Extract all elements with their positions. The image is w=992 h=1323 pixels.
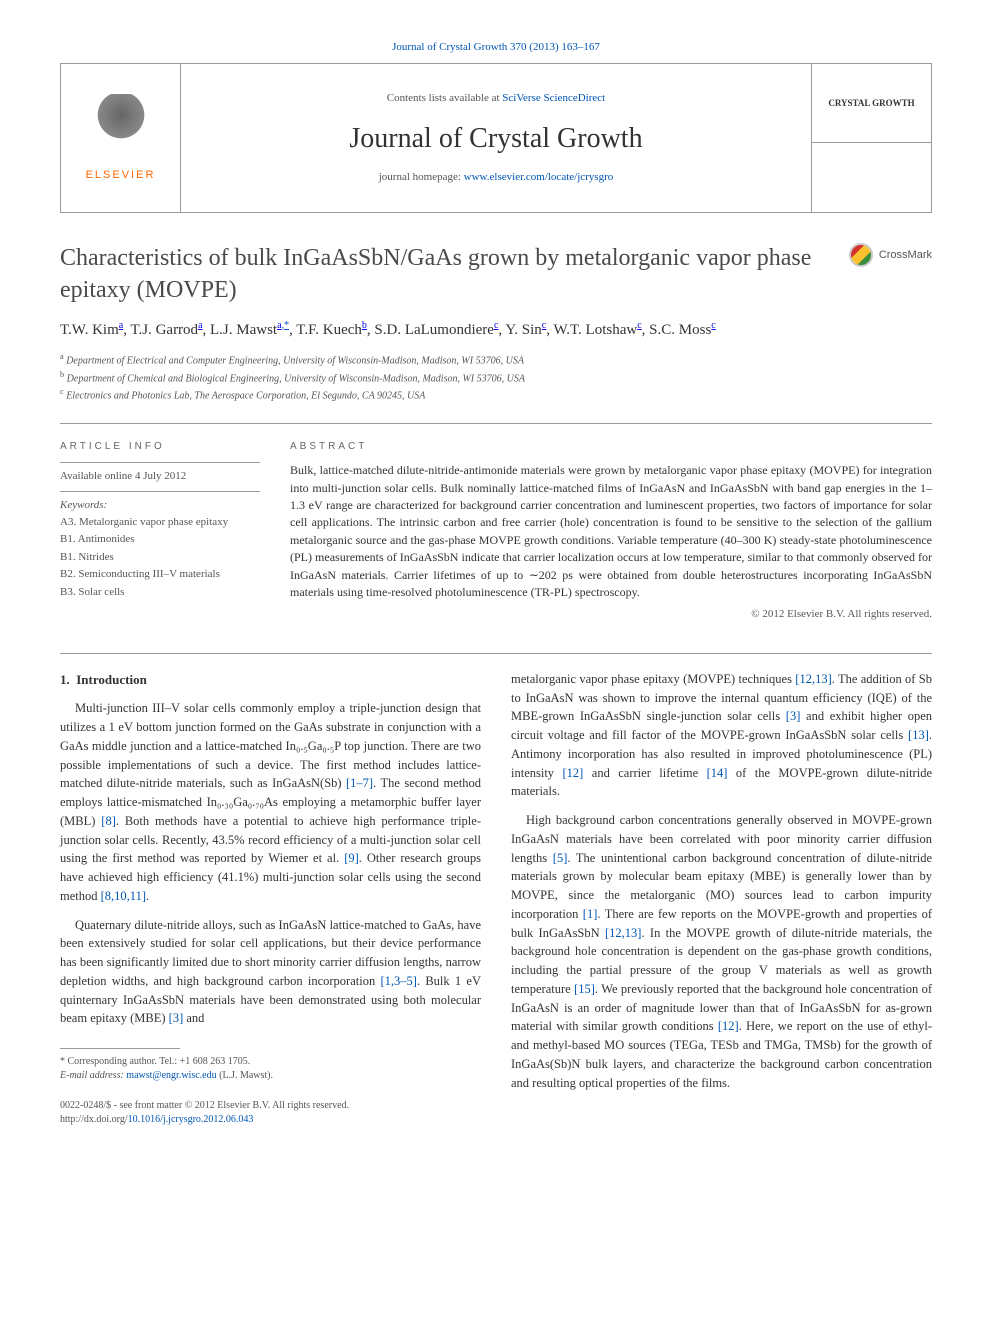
header-center: Contents lists available at SciVerse Sci… xyxy=(181,64,811,212)
affiliations: a Department of Electrical and Computer … xyxy=(60,351,932,403)
info-divider xyxy=(60,462,260,463)
author: W.T. Lotshawc xyxy=(553,322,641,338)
author: T.J. Garroda xyxy=(130,322,202,338)
elsevier-label: ELSEVIER xyxy=(86,168,156,183)
publisher-logo-box: ELSEVIER xyxy=(61,64,181,212)
paragraph: High background carbon concentrations ge… xyxy=(511,811,932,1092)
citation-link[interactable]: [12] xyxy=(563,766,584,780)
citation-link[interactable]: [15] xyxy=(574,982,595,996)
abstract-copyright: © 2012 Elsevier B.V. All rights reserved… xyxy=(290,607,932,622)
sciencedirect-link[interactable]: SciVerse ScienceDirect xyxy=(502,92,605,104)
citation-link[interactable]: [8] xyxy=(101,814,116,828)
email-footnote: E-mail address: mawst@engr.wisc.edu (L.J… xyxy=(60,1069,481,1083)
crossmark-label: CrossMark xyxy=(879,248,932,263)
keyword: B1. Antimonides xyxy=(60,532,260,547)
affiliation: a Department of Electrical and Computer … xyxy=(60,351,932,368)
front-matter: 0022-0248/$ - see front matter © 2012 El… xyxy=(60,1099,481,1113)
author: S.D. LaLumondierec xyxy=(374,322,498,338)
keyword: A3. Metalorganic vapor phase epitaxy xyxy=(60,515,260,530)
abstract: ABSTRACT Bulk, lattice-matched dilute-ni… xyxy=(290,440,932,623)
crossmark-badge[interactable]: CrossMark xyxy=(849,243,932,267)
cover-thumbnail: CRYSTAL GROWTH xyxy=(811,64,931,212)
body-text: 1. Introduction Multi-junction III–V sol… xyxy=(60,670,932,1127)
crossmark-icon xyxy=(849,243,873,267)
cover-image-placeholder xyxy=(812,143,931,213)
citation-link[interactable]: [3] xyxy=(786,709,801,723)
keywords-label: Keywords: xyxy=(60,498,260,513)
author: Y. Sinc xyxy=(505,322,546,338)
author: T.W. Kima xyxy=(60,322,123,338)
citation-link[interactable]: [9] xyxy=(344,851,359,865)
homepage-line: journal homepage: www.elsevier.com/locat… xyxy=(379,170,614,185)
email-link[interactable]: mawst@engr.wisc.edu xyxy=(126,1070,216,1081)
citation-link[interactable]: [5] xyxy=(553,851,568,865)
author-list: T.W. Kima, T.J. Garroda, L.J. Mawsta,*, … xyxy=(60,318,932,342)
top-citation: Journal of Crystal Growth 370 (2013) 163… xyxy=(60,40,932,55)
citation-link[interactable]: [12,13] xyxy=(795,672,831,686)
abstract-text: Bulk, lattice-matched dilute-nitride-ant… xyxy=(290,462,932,601)
citation-link[interactable]: [14] xyxy=(707,766,728,780)
author: T.F. Kuechb xyxy=(296,322,367,338)
paragraph: Quaternary dilute-nitride alloys, such a… xyxy=(60,916,481,1029)
citation-link[interactable]: [13] xyxy=(908,728,929,742)
citation-link[interactable]: [12] xyxy=(718,1019,739,1033)
article-title: Characteristics of bulk InGaAsSbN/GaAs g… xyxy=(60,243,829,305)
keyword: B2. Semiconducting III–V materials xyxy=(60,567,260,582)
affiliation: b Department of Chemical and Biological … xyxy=(60,369,932,386)
citation-link[interactable]: [1,3–5] xyxy=(380,974,416,988)
author: L.J. Mawsta,* xyxy=(210,322,289,338)
left-column: 1. Introduction Multi-junction III–V sol… xyxy=(60,670,481,1127)
elsevier-tree-icon xyxy=(91,94,151,164)
citation-link[interactable]: [1–7] xyxy=(346,776,373,790)
doi-line: http://dx.doi.org/10.1016/j.jcrysgro.201… xyxy=(60,1113,481,1127)
citation-link[interactable]: [3] xyxy=(169,1011,184,1025)
abstract-heading: ABSTRACT xyxy=(290,440,932,454)
keyword: B1. Nitrides xyxy=(60,550,260,565)
contents-line: Contents lists available at SciVerse Sci… xyxy=(387,91,605,106)
doi-link[interactable]: 10.1016/j.jcrysgro.2012.06.043 xyxy=(128,1114,254,1125)
citation-link[interactable]: [12,13] xyxy=(605,926,641,940)
author: S.C. Mossc xyxy=(649,322,716,338)
footnote-divider xyxy=(60,1048,180,1049)
paragraph: metalorganic vapor phase epitaxy (MOVPE)… xyxy=(511,670,932,801)
article-info: ARTICLE INFO Available online 4 July 201… xyxy=(60,440,260,623)
citation-link[interactable]: [8,10,11] xyxy=(101,889,146,903)
top-journal-link[interactable]: Journal of Crystal Growth 370 (2013) 163… xyxy=(392,41,600,53)
journal-header: ELSEVIER Contents lists available at Sci… xyxy=(60,63,932,213)
info-divider xyxy=(60,491,260,492)
journal-name: Journal of Crystal Growth xyxy=(349,119,642,158)
divider xyxy=(60,653,932,654)
paragraph: Multi-junction III–V solar cells commonl… xyxy=(60,699,481,905)
divider xyxy=(60,423,932,424)
available-online: Available online 4 July 2012 xyxy=(60,469,260,484)
section-heading: 1. Introduction xyxy=(60,670,481,690)
keyword: B3. Solar cells xyxy=(60,585,260,600)
homepage-link[interactable]: www.elsevier.com/locate/jcrysgro xyxy=(464,171,614,183)
affiliation: c Electronics and Photonics Lab, The Aer… xyxy=(60,386,932,403)
cover-label: CRYSTAL GROWTH xyxy=(812,64,931,143)
bottom-meta: 0022-0248/$ - see front matter © 2012 El… xyxy=(60,1099,481,1127)
corresponding-author: * Corresponding author. Tel.: +1 608 263… xyxy=(60,1055,481,1069)
right-column: metalorganic vapor phase epitaxy (MOVPE)… xyxy=(511,670,932,1127)
citation-link[interactable]: [1] xyxy=(583,907,598,921)
info-heading: ARTICLE INFO xyxy=(60,440,260,454)
